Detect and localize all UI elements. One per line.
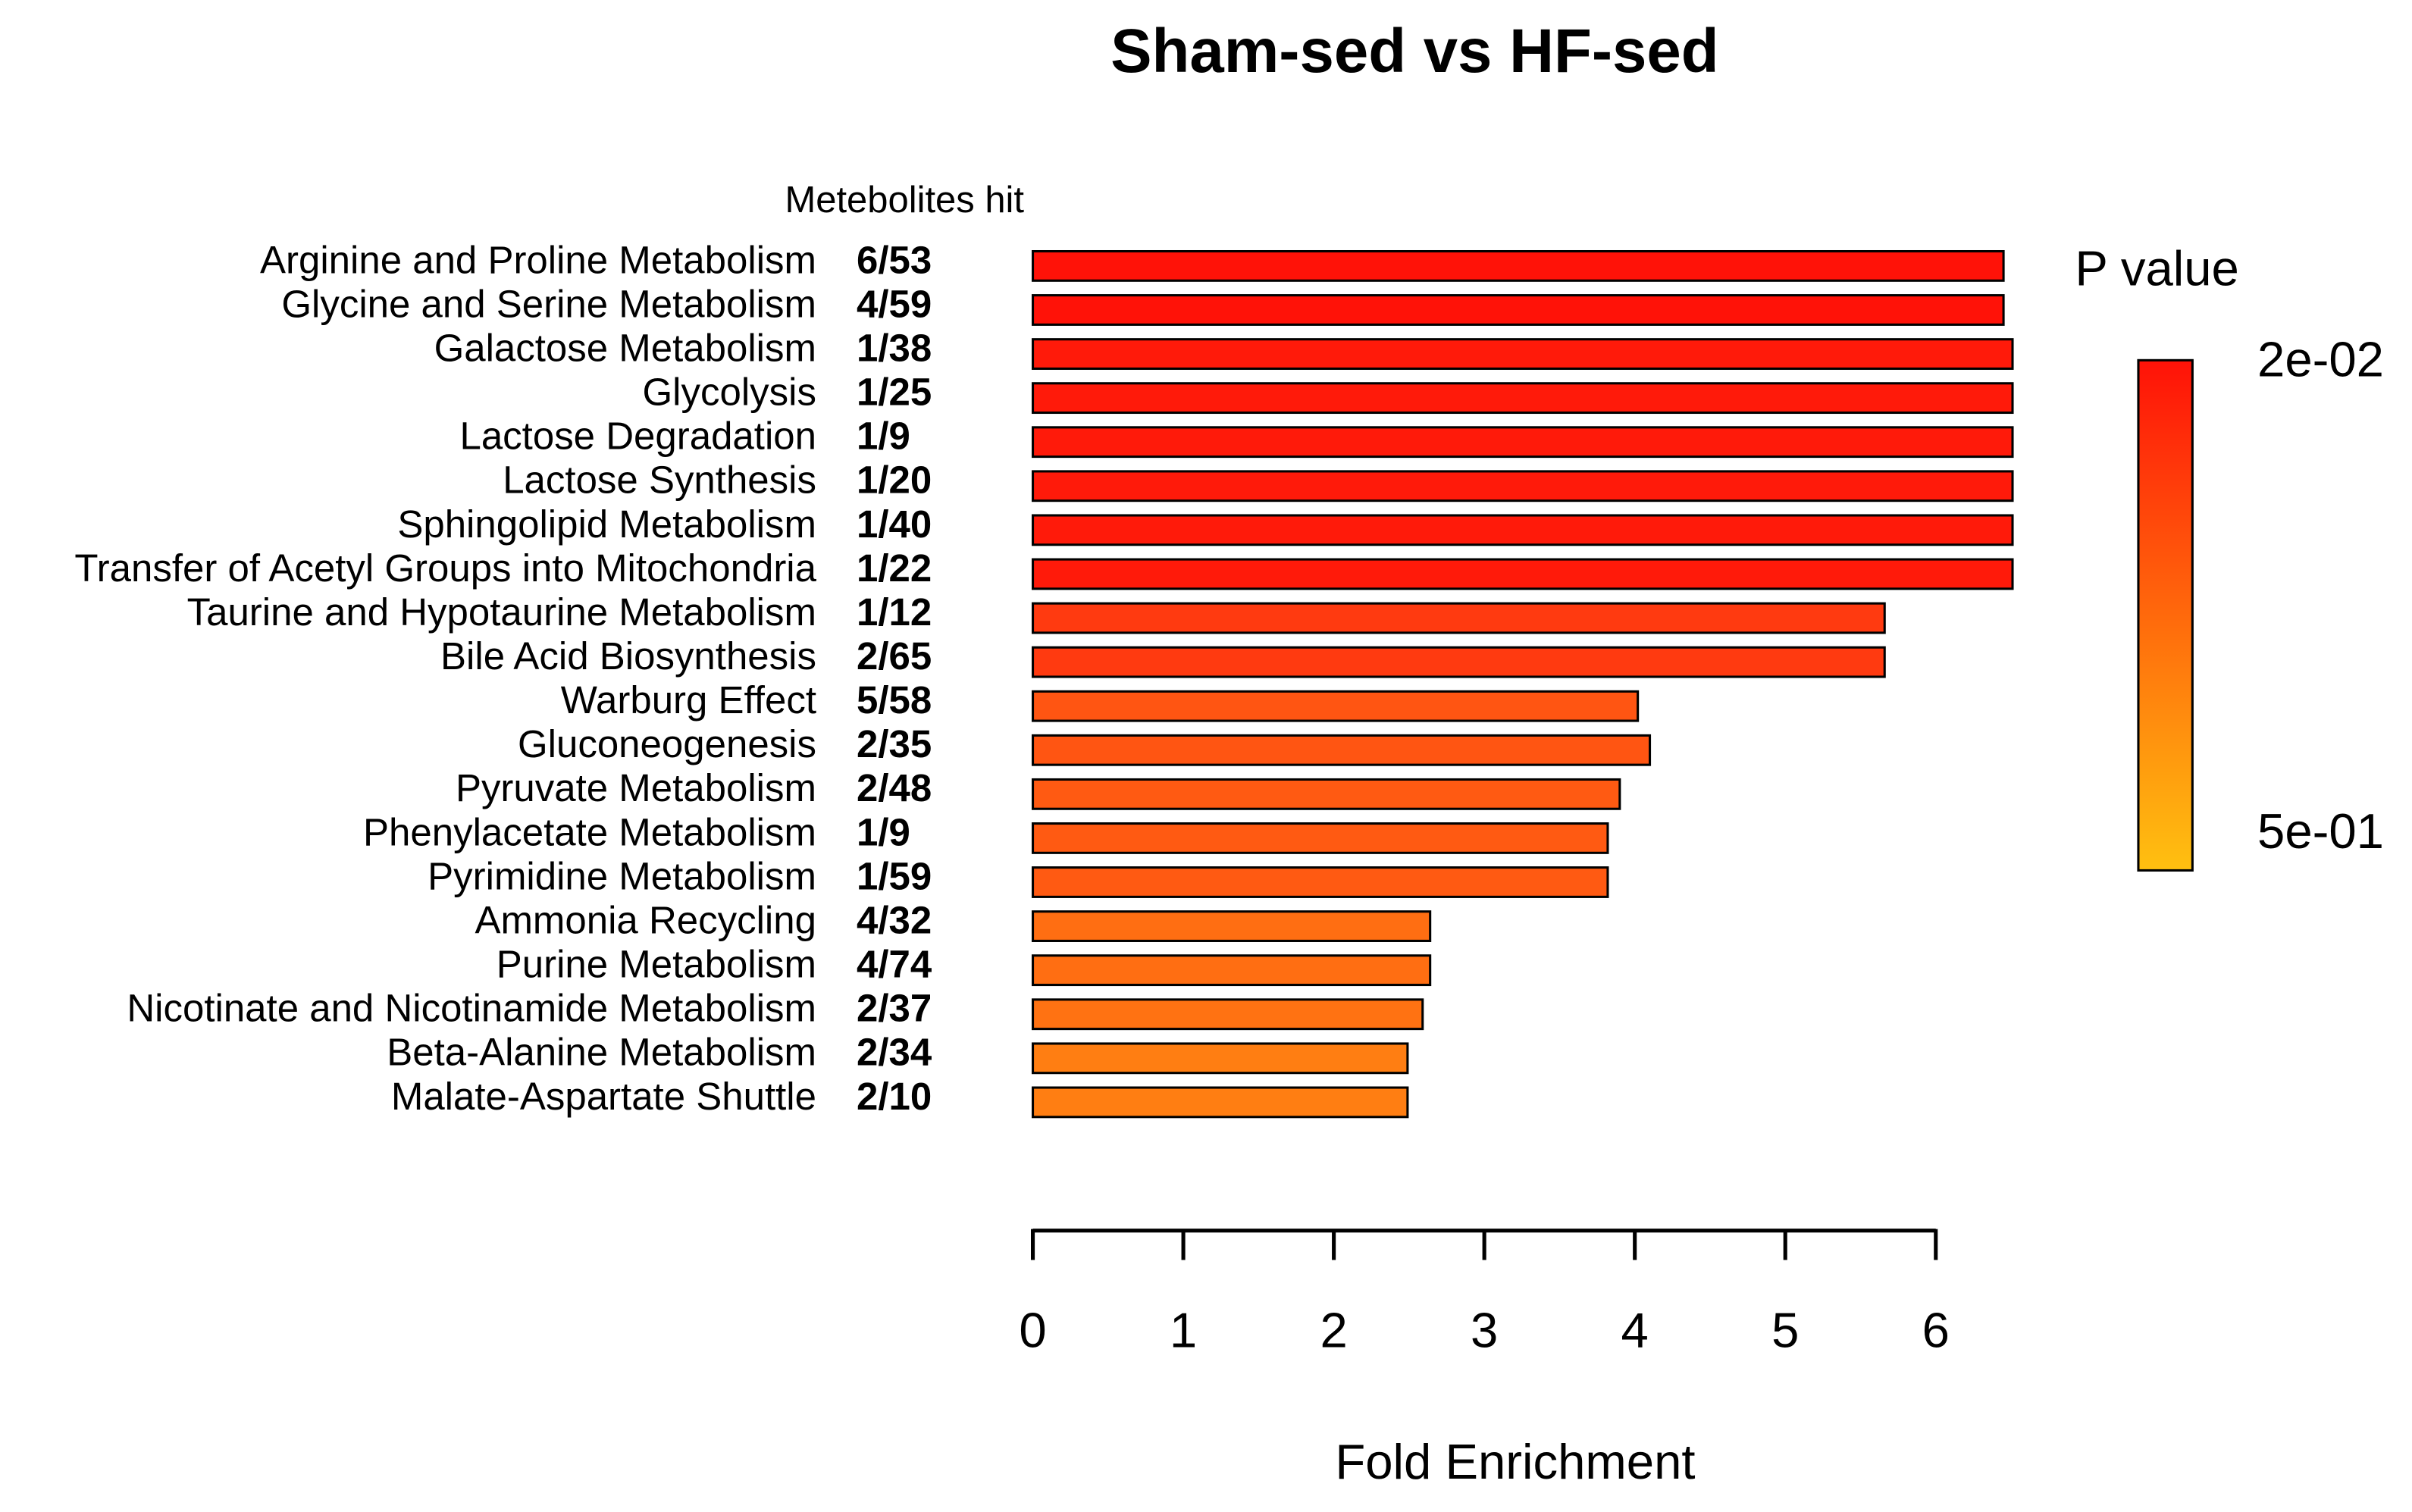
category-label: Arginine and Proline Metabolism [260, 238, 816, 281]
bar [1032, 338, 2014, 370]
hits-label: 1/59 [857, 854, 932, 897]
bar [1032, 910, 1432, 942]
bar [1032, 426, 2014, 459]
bar [1032, 822, 1609, 854]
bar [1032, 1042, 1409, 1075]
category-label: Beta-Alanine Metabolism [387, 1031, 816, 1074]
category-label: Ammonia Recycling [475, 898, 816, 941]
legend-title: P value [2075, 240, 2239, 296]
hits-label: 2/65 [857, 634, 932, 678]
x-tick-label: 1 [1170, 1303, 1197, 1358]
bar [1032, 470, 2014, 502]
category-label: Nicotinate and Nicotinamide Metabolism [127, 987, 816, 1030]
category-label: Purine Metabolism [496, 943, 816, 986]
colorbar-label: 5e-01 [2257, 803, 2384, 859]
hits-label: 2/10 [857, 1075, 932, 1118]
x-tick-label: 6 [1922, 1303, 1950, 1358]
hits-title: Metebolites hit [785, 180, 1024, 221]
category-label: Phenylacetate Metabolism [363, 810, 816, 853]
hits-label: 1/20 [857, 459, 932, 502]
category-label: Galactose Metabolism [434, 326, 816, 369]
chart-title: Sham-sed vs HF-sed [1110, 17, 1718, 86]
bar [1032, 866, 1609, 898]
x-tick-label: 2 [1320, 1303, 1347, 1358]
bar [1032, 998, 1424, 1031]
hits-label: 4/59 [857, 282, 932, 325]
category-label: Glycine and Serine Metabolism [281, 282, 816, 325]
bar [1032, 249, 2005, 282]
category-label: Lactose Degradation [459, 415, 816, 458]
bar [1032, 778, 1621, 810]
bar [1032, 294, 2005, 326]
hits-label: 4/32 [857, 898, 932, 941]
category-label: Pyrimidine Metabolism [428, 854, 816, 897]
bar [1032, 734, 1652, 766]
bar [1032, 646, 1886, 678]
x-axis-label: Fold Enrichment [1335, 1434, 1695, 1489]
hits-label: 2/34 [857, 1031, 932, 1074]
category-label: Warburg Effect [561, 678, 816, 722]
colorbar [2137, 358, 2194, 872]
category-label: Malate-Aspartate Shuttle [391, 1075, 816, 1118]
hits-label: 5/58 [857, 678, 932, 722]
bar [1032, 954, 1432, 987]
hits-label: 2/35 [857, 722, 932, 765]
x-tick-label: 4 [1621, 1303, 1649, 1358]
hits-label: 2/48 [857, 766, 932, 809]
bar [1032, 514, 2014, 546]
hits-label: 6/53 [857, 238, 932, 281]
bar [1032, 558, 2014, 590]
x-tick-label: 5 [1771, 1303, 1799, 1358]
category-label: Pyruvate Metabolism [456, 766, 816, 809]
bar [1032, 690, 1640, 722]
x-tick-label: 3 [1471, 1303, 1498, 1358]
hits-label: 4/74 [857, 943, 932, 986]
category-label: Gluconeogenesis [518, 722, 816, 765]
bar [1032, 602, 1886, 634]
category-label: Bile Acid Biosynthesis [440, 634, 816, 678]
bar [1032, 1086, 1409, 1119]
hits-label: 1/12 [857, 590, 932, 634]
hits-label: 1/38 [857, 326, 932, 369]
hits-label: 1/25 [857, 371, 932, 414]
hits-label: 1/9 [857, 810, 910, 853]
hits-label: 1/9 [857, 415, 910, 458]
category-label: Lactose Synthesis [503, 459, 816, 502]
hits-label: 1/22 [857, 546, 932, 590]
category-label: Taurine and Hypotaurine Metabolism [187, 590, 816, 634]
hits-label: 2/37 [857, 987, 932, 1030]
category-label: Transfer of Acetyl Groups into Mitochond… [74, 546, 816, 590]
colorbar-label: 2e-02 [2257, 332, 2384, 387]
x-tick-label: 0 [1019, 1303, 1046, 1358]
category-label: Glycolysis [643, 371, 816, 414]
hits-label: 1/40 [857, 502, 932, 546]
bar [1032, 382, 2014, 415]
category-label: Sphingolipid Metabolism [397, 502, 816, 546]
